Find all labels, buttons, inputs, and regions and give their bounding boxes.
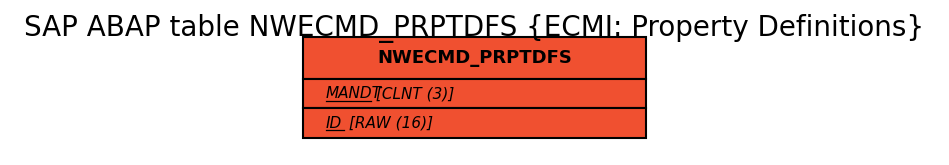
FancyBboxPatch shape: [303, 79, 646, 108]
Text: NWECMD_PRPTDFS: NWECMD_PRPTDFS: [377, 49, 572, 67]
Text: ID: ID: [326, 115, 343, 131]
Text: SAP ABAP table NWECMD_PRPTDFS {ECMI: Property Definitions}: SAP ABAP table NWECMD_PRPTDFS {ECMI: Pro…: [25, 14, 924, 43]
Text: MANDT: MANDT: [326, 86, 382, 101]
FancyBboxPatch shape: [303, 37, 646, 79]
Text: [CLNT (3)]: [CLNT (3)]: [371, 86, 455, 101]
Text: [RAW (16)]: [RAW (16)]: [344, 115, 433, 131]
FancyBboxPatch shape: [303, 108, 646, 138]
